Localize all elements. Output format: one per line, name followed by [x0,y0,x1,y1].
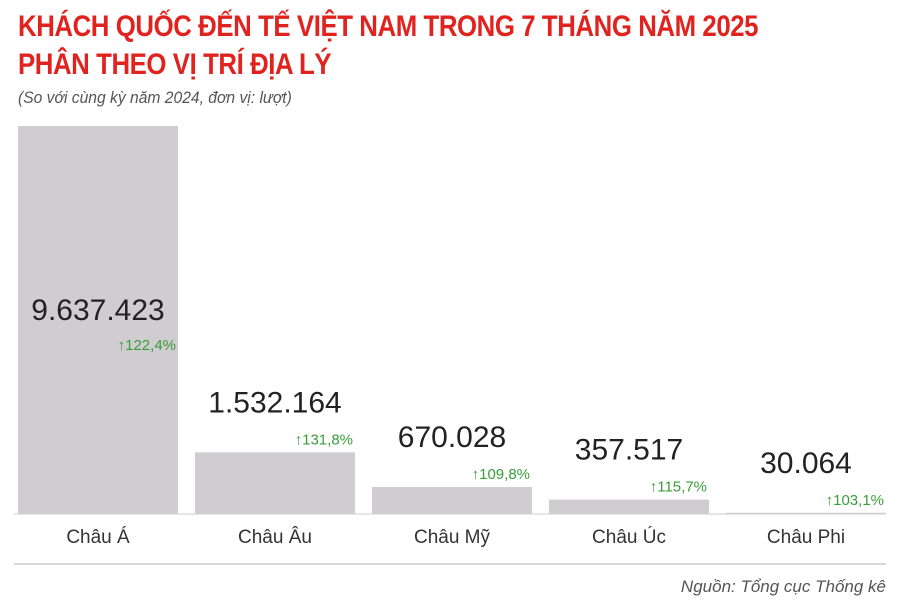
value-label-2: 1.532.164 [208,386,341,419]
bar-5 [726,512,886,514]
chart-title-line-1: KHÁCH QUỐC ĐẾN TẾ VIỆT NAM TRONG 7 THÁNG… [18,10,759,43]
category-label-2: Châu Âu [238,526,312,548]
source-note: Nguồn: Tổng cục Thống kê [680,577,886,596]
category-label-3: Châu Mỹ [414,527,491,548]
change-label-2: ↑131,8% [295,431,353,448]
category-label-4: Châu Úc [592,526,666,548]
value-label-3: 670.028 [398,421,506,454]
category-label-5: Châu Phi [767,527,845,548]
chart-subtitle: (So với cùng kỳ năm 2024, đơn vị: lượt) [18,88,292,107]
change-label-4: ↑115,7% [650,479,707,496]
change-label-1: ↑122,4% [118,337,176,354]
change-label-3: ↑109,8% [472,466,530,483]
bar-1 [18,126,178,514]
value-label-1: 9.637.423 [31,294,164,327]
bar-2 [195,452,355,514]
bar-3 [372,487,532,514]
chart-title-line-2: PHÂN THEO VỊ TRÍ ĐỊA LÝ [18,48,332,81]
value-label-5: 30.064 [760,447,852,480]
change-label-5: ↑103,1% [826,492,884,509]
category-label-1: Châu Á [66,527,130,548]
value-label-4: 357.517 [575,434,683,467]
bar-4 [549,499,709,514]
